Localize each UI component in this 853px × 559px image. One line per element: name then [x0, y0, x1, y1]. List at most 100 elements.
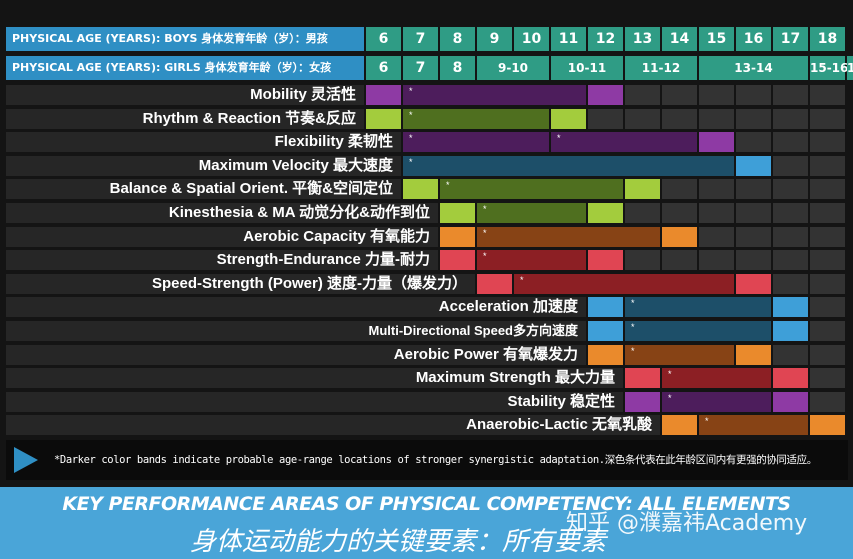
adaptation-band-light: [588, 297, 623, 317]
boys-age-cell: 6: [366, 27, 401, 51]
grid-cell: [773, 156, 808, 176]
boys-age-cell: 8: [440, 27, 475, 51]
grid-cell: [810, 274, 845, 294]
row-label: Strength-Endurance 力量-耐力: [6, 250, 438, 270]
grid-cell: [699, 85, 734, 105]
adaptation-band-dark: *: [551, 132, 697, 152]
row-label: Speed-Strength (Power) 速度-力量（爆发力）: [6, 274, 475, 294]
grid-cell: [736, 109, 771, 129]
grid-cell: [810, 203, 845, 223]
row-label: Flexibility 柔韧性: [6, 132, 401, 152]
boys-age-cell: 18: [810, 27, 845, 51]
adaptation-band-light: [662, 415, 697, 435]
row-label: Stability 稳定性: [6, 392, 623, 412]
row-label: Aerobic Capacity 有氧能力: [6, 227, 438, 247]
boys-age-cell: 15: [699, 27, 734, 51]
girls-age-cell: 7: [403, 56, 438, 80]
grid-cell: [773, 179, 808, 199]
grid-cell: [773, 274, 808, 294]
grid-cell: [625, 250, 660, 270]
adaptation-band-light: [366, 109, 401, 129]
row-label: Acceleration 加速度: [6, 297, 586, 317]
adaptation-band-light: [588, 85, 623, 105]
grid-cell: [773, 85, 808, 105]
adaptation-band-dark: *: [403, 109, 549, 129]
grid-cell: [773, 227, 808, 247]
girls-age-cell: 15-16: [810, 56, 848, 80]
row-label: Aerobic Power 有氧爆发力: [6, 345, 586, 365]
adaptation-band-light: [662, 227, 697, 247]
adaptation-band-light: [625, 179, 660, 199]
girls-age-cell: 9-10: [477, 56, 549, 80]
grid-cell: [736, 227, 771, 247]
boys-age-cell: 10: [514, 27, 549, 51]
grid-cell: [699, 109, 734, 129]
adaptation-band-dark: *: [514, 274, 734, 294]
adaptation-band-light: [440, 203, 475, 223]
grid-cell: [810, 345, 845, 365]
grid-cell: [699, 227, 734, 247]
title-english: KEY PERFORMANCE AREAS OF PHYSICAL COMPET…: [62, 493, 791, 515]
row-label: Multi-Directional Speed多方向速度: [6, 321, 586, 341]
girls-age-cell: 13-14: [699, 56, 808, 80]
row-label: Rhythm & Reaction 节奏&反应: [6, 109, 364, 129]
adaptation-band-light: [588, 321, 623, 341]
adaptation-band-light: [588, 250, 623, 270]
grid-cell: [810, 132, 845, 152]
grid-cell: [588, 109, 623, 129]
grid-cell: [662, 109, 697, 129]
watermark: 知乎 @濮嘉祎Academy: [566, 511, 808, 536]
row-label: Maximum Velocity 最大速度: [6, 156, 401, 176]
grid-cell: [810, 392, 845, 412]
grid-cell: [736, 179, 771, 199]
adaptation-band-dark: *: [477, 203, 586, 223]
grid-cell: [773, 250, 808, 270]
adaptation-band-dark: *: [625, 297, 771, 317]
footnote-text: *Darker color bands indicate probable ag…: [54, 454, 817, 466]
grid-cell: [810, 368, 845, 388]
grid-cell: [810, 297, 845, 317]
adaptation-band-light: [551, 109, 586, 129]
girls-age-cell: 10-11: [551, 56, 623, 80]
title-banner: KEY PERFORMANCE AREAS OF PHYSICAL COMPET…: [0, 487, 853, 559]
boys-age-cell: 14: [662, 27, 697, 51]
row-label: Kinesthesia & MA 动觉分化&动作到位: [6, 203, 438, 223]
grid-cell: [662, 203, 697, 223]
grid-cell: [699, 203, 734, 223]
boys-age-cell: 17: [773, 27, 808, 51]
adaptation-band-light: [625, 392, 660, 412]
adaptation-band-dark: *: [625, 345, 734, 365]
adaptation-band-light: [588, 345, 623, 365]
adaptation-band-dark: *: [403, 132, 549, 152]
play-arrow-icon: [14, 447, 38, 473]
adaptation-band-dark: *: [477, 227, 660, 247]
adaptation-band-dark: *: [403, 85, 586, 105]
boys-age-cell: 12: [588, 27, 623, 51]
grid-cell: [810, 321, 845, 341]
grid-cell: [736, 132, 771, 152]
grid-cell: [625, 109, 660, 129]
girls-age-label: PHYSICAL AGE (YEARS): GIRLS 身体发育年龄（岁）：女孩: [6, 56, 364, 80]
grid-cell: [810, 227, 845, 247]
adaptation-band-dark: *: [662, 368, 771, 388]
grid-cell: [662, 179, 697, 199]
adaptation-band-light: [366, 85, 401, 105]
adaptation-band-dark: *: [403, 156, 734, 176]
grid-cell: [810, 179, 845, 199]
adaptation-band-light: [736, 274, 771, 294]
adaptation-band-dark: *: [477, 250, 586, 270]
adaptation-band-light: [773, 392, 808, 412]
adaptation-band-light: [440, 227, 475, 247]
title-chinese: 身体运动能力的关键要素：所有要素: [190, 527, 607, 557]
adaptation-band-dark: *: [662, 392, 771, 412]
boys-age-cell: 11: [551, 27, 586, 51]
adaptation-band-dark: *: [699, 415, 808, 435]
boys-age-cell: 9: [477, 27, 512, 51]
grid-cell: [810, 85, 845, 105]
adaptation-band-light: [736, 345, 771, 365]
grid-cell: [625, 203, 660, 223]
adaptation-band-light: [773, 368, 808, 388]
girls-age-cell: 6: [366, 56, 401, 80]
adaptation-band-light: [625, 368, 660, 388]
